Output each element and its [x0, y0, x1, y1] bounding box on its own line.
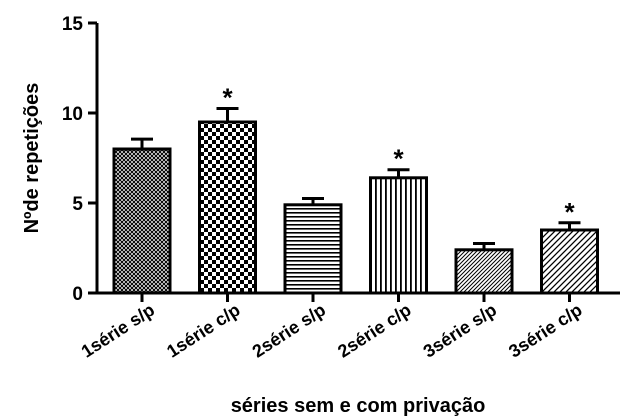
bar [283, 203, 343, 295]
x-tick-label: 2série c/p [334, 300, 415, 362]
y-tick-label: 5 [72, 194, 83, 215]
bar [540, 228, 599, 295]
y-tick-label: 0 [72, 284, 83, 305]
significance-marker: * [393, 144, 404, 174]
bars: * * * [112, 83, 599, 295]
x-axis: 1série s/p 1série c/p 2série s/p 2série c/p… [78, 291, 620, 362]
bar [369, 176, 428, 295]
x-tick-label: 3série s/p [420, 300, 501, 362]
y-tick-label: 10 [62, 104, 83, 125]
bar [198, 120, 257, 295]
x-axis-label: séries sem e com privação [231, 395, 486, 417]
y-axis: 0 5 10 15 [62, 14, 99, 305]
bar [112, 147, 172, 295]
y-tick-label: 15 [62, 14, 84, 35]
bar [454, 248, 514, 295]
x-tick-label: 3série c/p [505, 300, 586, 362]
x-tick-label: 1série s/p [78, 300, 159, 362]
y-axis-label: Nºde repetições [21, 83, 43, 234]
x-tick-label: 2série s/p [249, 300, 330, 362]
x-tick-label: 1série c/p [163, 300, 244, 362]
significance-marker: * [222, 83, 233, 113]
significance-marker: * [564, 197, 575, 227]
